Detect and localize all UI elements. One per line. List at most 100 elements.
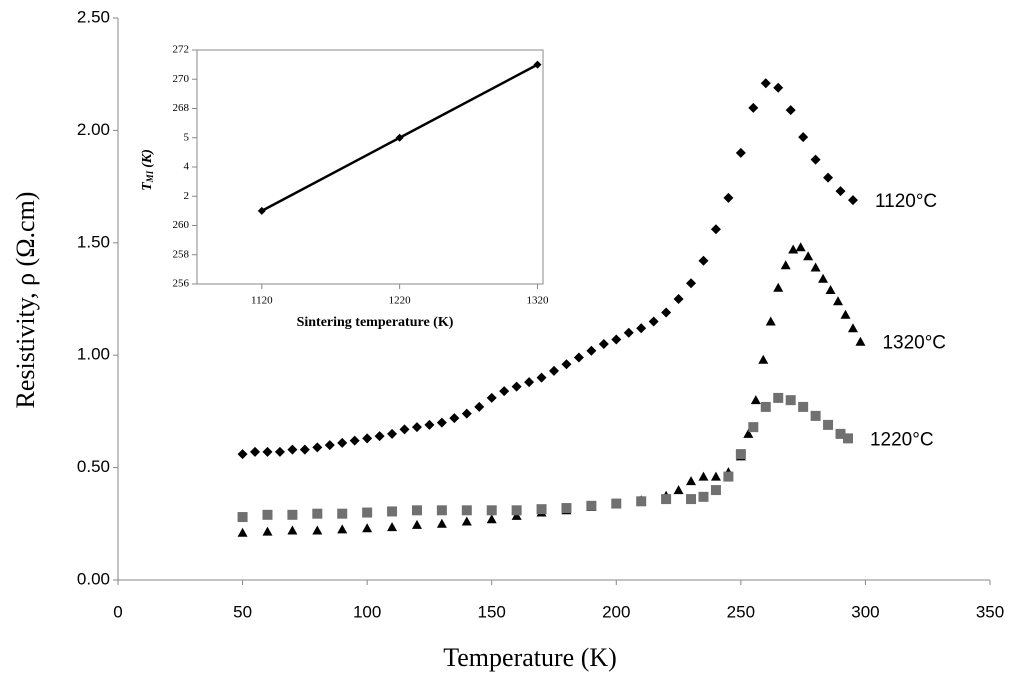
x-tick-label: 150: [478, 602, 506, 621]
inset-frame: [196, 49, 544, 285]
marker: [337, 508, 348, 519]
marker: [299, 444, 310, 455]
marker: [758, 354, 769, 364]
marker: [698, 471, 709, 481]
series-label: 1120°C: [875, 191, 937, 212]
y-tick-label: 270: [173, 73, 190, 85]
marker: [840, 309, 851, 319]
marker: [237, 449, 248, 460]
marker: [237, 527, 248, 537]
marker: [399, 424, 410, 435]
marker: [698, 491, 709, 502]
marker: [855, 336, 866, 346]
marker: [474, 401, 485, 412]
marker: [511, 510, 522, 520]
marker: [449, 413, 460, 424]
marker: [312, 508, 323, 519]
marker: [287, 444, 298, 455]
marker: [743, 428, 754, 438]
inset-y-label-symbol: T: [140, 181, 155, 191]
marker: [411, 519, 422, 529]
marker: [648, 316, 659, 327]
marker: [274, 446, 285, 457]
x-tick-label: 50: [233, 602, 252, 621]
marker: [257, 206, 266, 215]
marker: [661, 494, 672, 505]
marker: [773, 282, 784, 292]
marker: [710, 485, 721, 496]
marker: [436, 518, 447, 528]
marker: [710, 471, 721, 481]
marker: [773, 82, 784, 93]
marker: [760, 78, 771, 89]
series-label: 1220°C: [870, 429, 934, 450]
y-tick-label: 4: [184, 161, 190, 173]
marker: [825, 285, 836, 295]
marker: [374, 431, 385, 442]
marker: [847, 195, 858, 206]
marker: [436, 417, 447, 428]
marker: [598, 338, 609, 349]
marker: [835, 186, 846, 197]
marker: [536, 372, 547, 383]
marker: [349, 435, 360, 446]
inset-x-label: Sintering temperature (K): [297, 315, 454, 330]
marker: [387, 522, 398, 532]
marker: [262, 526, 273, 536]
marker: [511, 505, 522, 516]
marker: [785, 395, 796, 406]
marker: [636, 323, 647, 334]
y-tick-label: 0.00: [77, 569, 110, 588]
x-tick-label: 1220: [389, 295, 412, 307]
marker: [833, 296, 844, 306]
marker: [533, 60, 542, 69]
x-tick-label: 1120: [251, 295, 273, 307]
marker: [765, 316, 776, 326]
marker: [586, 345, 597, 356]
y-tick-label: 5: [184, 131, 190, 143]
y-tick-label: 272: [173, 44, 190, 56]
marker: [698, 255, 709, 266]
marker: [823, 419, 834, 430]
y-axis-label: Resistivity, ρ (Ω.cm): [11, 192, 40, 409]
marker: [810, 262, 821, 272]
marker: [661, 307, 672, 318]
marker: [735, 449, 746, 460]
marker: [810, 154, 821, 165]
marker: [842, 433, 853, 444]
marker: [411, 505, 422, 516]
y-tick-label: 2: [184, 190, 190, 202]
marker: [461, 516, 472, 526]
marker: [803, 251, 814, 261]
marker: [411, 422, 422, 433]
y-tick-label: 260: [173, 219, 190, 231]
marker: [461, 408, 472, 419]
marker: [748, 422, 759, 433]
marker: [561, 359, 572, 370]
x-tick-label: 300: [851, 602, 879, 621]
marker: [573, 352, 584, 363]
marker: [686, 494, 697, 505]
marker: [387, 506, 398, 517]
x-tick-label: 250: [727, 602, 755, 621]
y-tick-label: 2.50: [77, 7, 110, 26]
marker: [611, 334, 622, 345]
marker: [847, 323, 858, 333]
marker: [337, 437, 348, 448]
marker: [788, 244, 799, 254]
marker: [735, 147, 746, 158]
marker: [750, 395, 761, 405]
marker: [262, 509, 273, 520]
y-tick-label: 0.50: [77, 457, 110, 476]
x-tick-label: 1320: [526, 295, 549, 307]
marker: [524, 377, 535, 388]
marker: [810, 410, 821, 421]
x-axis-label: Temperature (K): [443, 643, 617, 672]
marker: [723, 192, 734, 203]
marker: [424, 419, 435, 430]
marker: [748, 102, 759, 113]
marker: [636, 496, 647, 507]
marker: [611, 498, 622, 509]
